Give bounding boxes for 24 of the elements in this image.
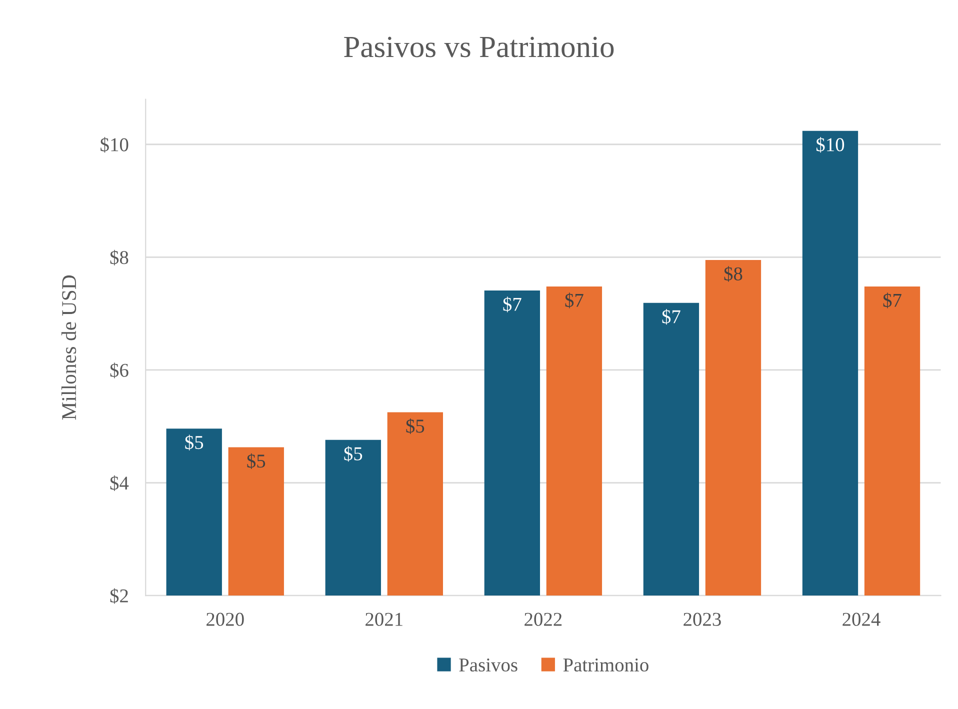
data-label: $10	[816, 137, 844, 153]
y-tick-label: $4	[110, 475, 129, 491]
y-tick-label: $10	[100, 137, 128, 153]
data-label: $7	[662, 309, 680, 325]
data-label: $7	[503, 296, 522, 312]
y-tick-label: $6	[110, 362, 128, 378]
legend-label: Pasivos	[459, 658, 518, 672]
x-tick-label: 2020	[206, 612, 244, 626]
x-tick-label: 2021	[366, 612, 402, 626]
y-axis-title: Millones de USD	[61, 275, 76, 420]
legend-label: Patrimonio	[563, 658, 648, 672]
data-label: $8	[724, 266, 742, 282]
x-tick-label: 2024	[842, 612, 880, 626]
data-label: $7	[883, 292, 902, 308]
data-label: $5	[185, 434, 204, 450]
x-tick-label: 2023	[684, 612, 721, 626]
data-label: $5	[344, 446, 362, 462]
data-label: $7	[565, 292, 584, 308]
chart-title: Pasivos vs Patrimonio	[344, 36, 614, 58]
x-tick-label: 2022	[524, 612, 562, 626]
y-tick-label: $2	[110, 588, 128, 604]
y-tick-label: $8	[110, 250, 128, 266]
data-label: $5	[247, 453, 266, 469]
data-label: $5	[406, 418, 424, 434]
